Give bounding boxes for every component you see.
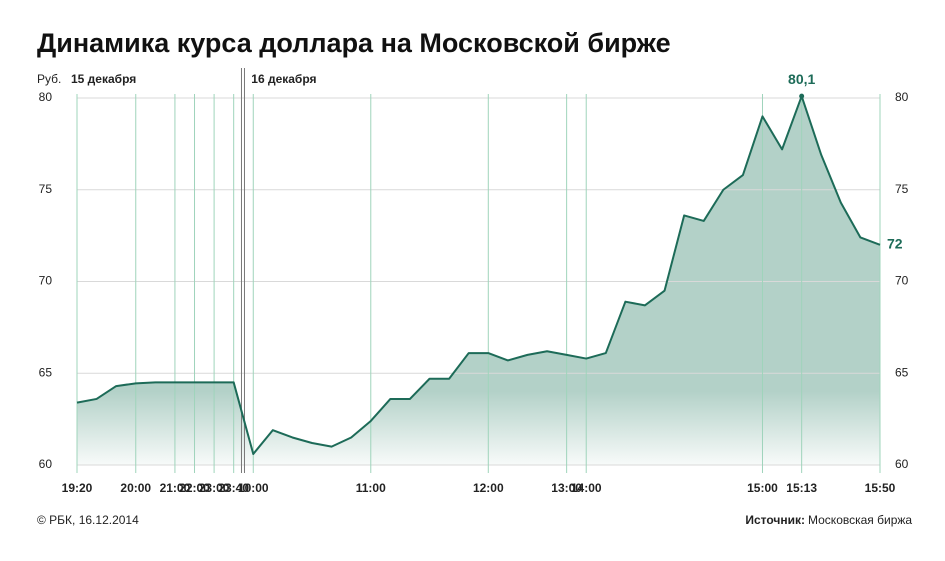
credit: © РБК, 16.12.2014 [37, 513, 139, 527]
value-label: 80,1 [788, 71, 815, 87]
day-label: 15 декабря [71, 72, 136, 86]
area [77, 96, 880, 465]
x-tick-label: 13:00 [551, 481, 582, 495]
x-tick-label: 14:00 [571, 481, 602, 495]
x-tick-label: 23:00 [199, 481, 230, 495]
peak-dot [799, 93, 805, 99]
x-tick-label: 15:00 [747, 481, 778, 495]
chart-title: Динамика курса доллара на Московской бир… [37, 28, 671, 58]
y-tick-label: 60 [39, 457, 53, 471]
x-tick-label: 15:50 [865, 481, 896, 495]
x-tick-label: 19:20 [62, 481, 93, 495]
y-tick-label: 70 [39, 274, 53, 288]
line [76, 95, 881, 455]
y-tick-label-right: 80 [895, 90, 909, 104]
x-tick-label: 20:00 [120, 481, 151, 495]
x-tick-label: 21:00 [160, 481, 191, 495]
x-tick-label: 12:00 [473, 481, 504, 495]
y-tick-label-right: 70 [895, 274, 909, 288]
y-tick-label: 80 [39, 90, 53, 104]
x-tick-label: 10:00 [238, 481, 269, 495]
y-tick-label-right: 60 [895, 457, 909, 471]
source: Московская биржа [808, 513, 912, 527]
y-axis-label: Руб. [37, 72, 61, 86]
value-label: 72 [887, 236, 903, 252]
x-tick-label: 11:00 [356, 481, 386, 495]
x-tick-label: 15:13 [786, 481, 817, 495]
x-tick-label: 23:40 [218, 481, 249, 495]
y-tick-label-right: 75 [895, 182, 909, 196]
y-tick-label-right: 65 [895, 365, 909, 379]
day-label: 16 декабря [251, 72, 316, 86]
x-tick-label: 22:00 [179, 481, 210, 495]
y-tick-label: 75 [39, 182, 53, 196]
source-label: Источник: [745, 513, 805, 527]
y-tick-label: 65 [39, 365, 53, 379]
